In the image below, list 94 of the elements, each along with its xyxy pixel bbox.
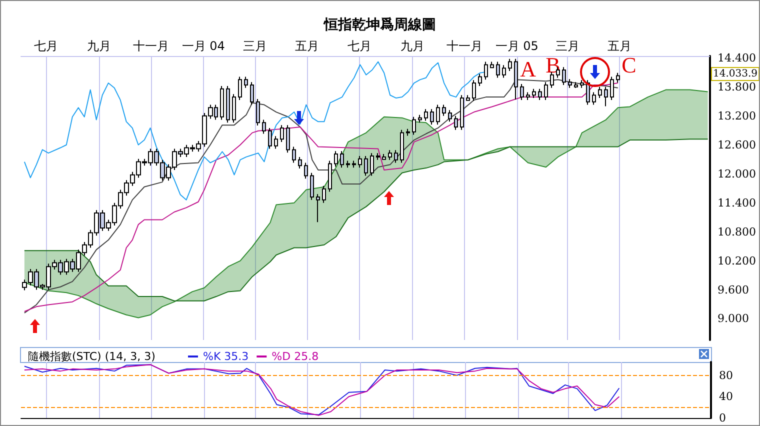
candlestick xyxy=(220,85,224,120)
y-tick-label: 12.600 xyxy=(718,138,756,152)
x-tick-label: 三月 xyxy=(242,39,267,53)
x-tick-label: 七月 xyxy=(347,39,372,53)
candlestick xyxy=(406,128,410,136)
line-series xyxy=(24,61,486,200)
annotation: C xyxy=(622,52,636,78)
candlestick xyxy=(232,94,236,124)
candlestick xyxy=(610,76,614,100)
candlestick xyxy=(490,61,494,69)
candlestick xyxy=(616,72,620,84)
candlestick xyxy=(580,80,584,88)
x-tick-label: 十一月 xyxy=(133,39,170,53)
candlestick xyxy=(268,127,272,150)
candlestick xyxy=(418,114,422,124)
candlestick xyxy=(226,85,230,124)
x-tick-label: 一月 05 xyxy=(495,39,538,53)
candlestick xyxy=(550,71,554,88)
candlestick xyxy=(424,108,428,122)
candlestick xyxy=(442,104,446,116)
candlestick xyxy=(478,73,482,86)
line-series xyxy=(24,138,708,302)
candlestick xyxy=(436,104,440,126)
candlestick xyxy=(328,160,332,192)
candlestick xyxy=(334,150,338,168)
candlestick xyxy=(508,58,512,72)
candlestick xyxy=(472,80,476,102)
candlestick xyxy=(592,92,596,106)
candlestick xyxy=(262,119,266,134)
candlestick xyxy=(496,61,500,78)
candlestick xyxy=(538,88,542,100)
candlestick xyxy=(598,86,602,99)
legend-label: %D 25.8 xyxy=(272,350,319,363)
y-tick-label: 10.200 xyxy=(718,254,756,268)
candlestick xyxy=(520,84,524,100)
x-tick-label: 五月 xyxy=(295,39,320,53)
y-tick-label: 12.000 xyxy=(718,167,756,180)
candlestick xyxy=(388,150,392,160)
y-tick-label: 9.000 xyxy=(718,312,750,326)
candlestick xyxy=(466,94,470,102)
candlestick xyxy=(370,152,374,176)
y-tick-label: 40 xyxy=(719,390,733,404)
chart-title: 恒指乾坤爲周線圖 xyxy=(323,17,436,33)
candlestick xyxy=(244,76,248,88)
candlestick xyxy=(412,116,416,136)
x-tick-label: 七月 xyxy=(34,39,58,53)
candlestick xyxy=(310,172,314,200)
x-tick-label: 一月 04 xyxy=(182,39,225,53)
x-tick-label: 九月 xyxy=(86,39,111,53)
candlestick xyxy=(280,124,284,142)
y-tick-label: 14.400 xyxy=(718,51,756,64)
annotation: A xyxy=(520,56,536,82)
candlestick xyxy=(298,156,302,170)
y-tick-label: 13.800 xyxy=(718,80,756,94)
candlestick xyxy=(376,152,380,160)
candlestick xyxy=(586,80,590,106)
candlestick xyxy=(400,129,404,164)
candlestick xyxy=(454,115,458,130)
candlestick xyxy=(544,82,548,100)
candlestick xyxy=(274,136,278,150)
candlestick xyxy=(484,61,488,80)
candlestick xyxy=(574,82,578,88)
candlestick xyxy=(340,150,344,168)
y-tick-label: 10.800 xyxy=(718,225,756,238)
y-tick-label: 13.200 xyxy=(718,109,756,122)
x-tick-label: 十一月 xyxy=(446,39,483,53)
candlestick xyxy=(286,124,290,154)
candlestick xyxy=(502,64,506,78)
candlestick xyxy=(604,86,608,107)
candlestick xyxy=(352,160,356,168)
legend-label: %K 35.3 xyxy=(203,350,249,363)
x-tick-label: 三月 xyxy=(555,39,580,53)
y-tick-label: 11.400 xyxy=(718,196,756,210)
chart-title: 隨機指數(STC) (14, 3, 3) xyxy=(28,350,156,363)
candlestick xyxy=(238,76,242,100)
candlestick xyxy=(346,160,350,168)
candlestick xyxy=(526,92,530,100)
text: 14.033.9 xyxy=(713,68,758,80)
y-tick-label: 9.600 xyxy=(718,283,750,296)
candlestick xyxy=(322,185,326,204)
x-tick-label: 九月 xyxy=(400,39,424,53)
y-tick-label: 80 xyxy=(719,368,733,382)
candlestick xyxy=(358,155,362,168)
candlestick xyxy=(430,108,434,126)
y-tick-label: 0 xyxy=(719,412,726,424)
candlestick xyxy=(460,94,464,130)
candlestick xyxy=(292,146,296,164)
candlestick xyxy=(394,150,398,164)
candlestick xyxy=(316,194,320,223)
candlestick xyxy=(532,88,536,99)
candlestick xyxy=(382,154,386,160)
x-tick-label: 五月 xyxy=(608,39,632,53)
candlestick xyxy=(364,155,368,176)
candlestick xyxy=(448,110,452,122)
